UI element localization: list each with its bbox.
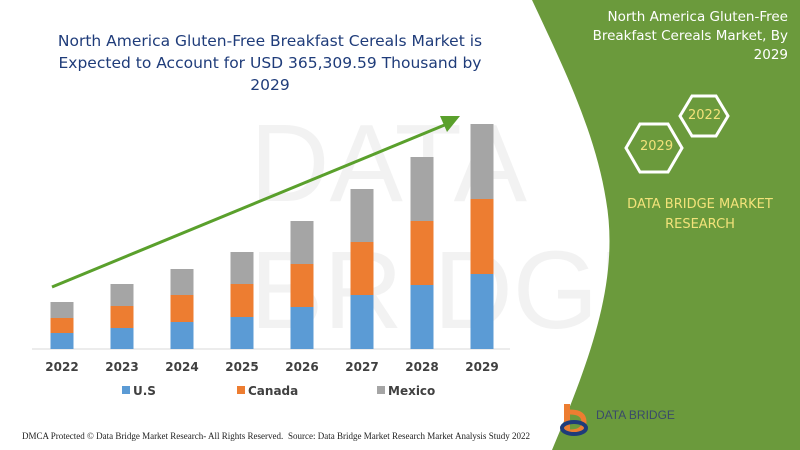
logo-icon bbox=[560, 404, 588, 436]
x-tick-label: 2024 bbox=[165, 360, 198, 374]
bar-us-2023 bbox=[110, 328, 134, 349]
x-tick-label: 2023 bbox=[105, 360, 138, 374]
legend-swatch bbox=[122, 386, 130, 394]
bar-canada-2023 bbox=[110, 306, 134, 328]
bar-canada-2024 bbox=[170, 295, 194, 322]
bar-mexico-2027 bbox=[350, 189, 374, 242]
stacked-bar-chart: 2022 2023 2024 2025 2026 2027 2028 2029 U.S Canad… bbox=[32, 116, 510, 398]
hexagon-2029 bbox=[624, 122, 684, 174]
bar-mexico-2026 bbox=[290, 221, 314, 264]
legend-swatch bbox=[377, 386, 385, 394]
trend-arrow-head bbox=[440, 116, 460, 132]
legend-label: Mexico bbox=[388, 384, 435, 398]
bar-us-2027 bbox=[350, 295, 374, 349]
bar-mexico-2022 bbox=[50, 302, 74, 318]
brand-text: DATA BRIDGE MARKET RESEARCH bbox=[627, 197, 773, 232]
bar-us-2024 bbox=[170, 322, 194, 349]
bar-us-2029 bbox=[470, 274, 494, 349]
bar-canada-2027 bbox=[350, 242, 374, 295]
legend-swatch bbox=[237, 386, 245, 394]
x-tick-label: 2028 bbox=[405, 360, 438, 374]
trend-arrow-line bbox=[51, 122, 448, 289]
chart-title: North America Gluten-Free Breakfast Cere… bbox=[57, 32, 483, 94]
x-tick-label: 2029 bbox=[465, 360, 498, 374]
bar-canada-2028 bbox=[410, 221, 434, 285]
bar-us-2025 bbox=[230, 317, 254, 349]
bar-mexico-2023 bbox=[110, 284, 134, 306]
panel-title: North America Gluten-Free Breakfast Cere… bbox=[592, 9, 788, 63]
hex-label-2029: 2029 bbox=[640, 139, 674, 154]
bar-mexico-2024 bbox=[170, 269, 194, 295]
bar-us-2028 bbox=[410, 285, 434, 349]
bar-canada-2025 bbox=[230, 284, 254, 317]
x-tick-label: 2027 bbox=[345, 360, 378, 374]
bar-mexico-2025 bbox=[230, 252, 254, 284]
logo-text: DATA BRIDGE bbox=[596, 408, 675, 422]
footer-copyright: DMCA Protected © Data Bridge Market Rese… bbox=[22, 431, 284, 441]
bar-canada-2029 bbox=[470, 199, 494, 274]
bar-canada-2022 bbox=[50, 318, 74, 333]
x-tick-label: 2026 bbox=[285, 360, 318, 374]
bar-us-2022 bbox=[50, 333, 74, 349]
hexagon-2022 bbox=[678, 94, 730, 138]
bar-us-2026 bbox=[290, 307, 314, 349]
bar-canada-2026 bbox=[290, 264, 314, 307]
x-tick-label: 2022 bbox=[45, 360, 78, 374]
legend-label: U.S bbox=[133, 384, 156, 398]
hex-label-2022: 2022 bbox=[688, 108, 722, 123]
footer-source: Source: Data Bridge Market Research Mark… bbox=[288, 431, 530, 441]
bar-mexico-2028 bbox=[410, 157, 434, 221]
x-tick-label: 2025 bbox=[225, 360, 258, 374]
bar-mexico-2029 bbox=[470, 124, 494, 199]
legend-label: Canada bbox=[248, 384, 298, 398]
